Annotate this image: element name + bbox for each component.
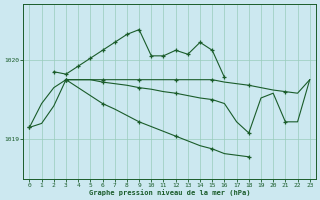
X-axis label: Graphe pression niveau de la mer (hPa): Graphe pression niveau de la mer (hPa) [89,189,250,196]
